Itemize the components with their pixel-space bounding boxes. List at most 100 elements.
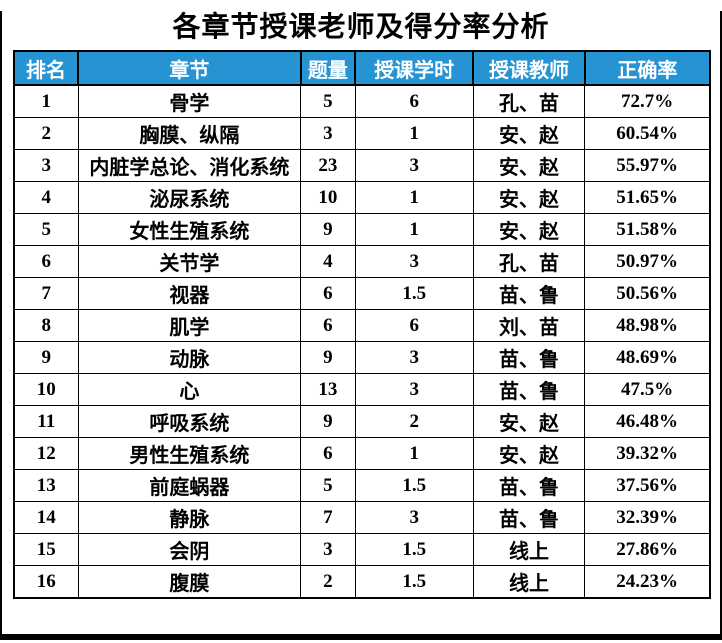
table-body: 1 骨学 5 6 孔、苗 72.7% 2 胸膜、纵隔 3 1 安、赵 60.54% 3 内脏学总论、消化系… — [13, 84, 711, 599]
cell-question-count: 3 — [300, 533, 356, 567]
cell-chapter: 泌尿系统 — [77, 181, 302, 215]
table-row: 8 肌学 6 6 刘、苗 48.98% — [13, 309, 711, 343]
cell-teacher: 安、赵 — [472, 437, 586, 471]
cell-chapter: 肌学 — [77, 309, 302, 343]
table-row: 9 动脉 9 3 苗、鲁 48.69% — [13, 341, 711, 375]
cell-chapter: 骨学 — [77, 84, 302, 119]
cell-teaching-hours: 3 — [354, 245, 474, 279]
cell-question-count: 6 — [300, 309, 356, 343]
cell-teacher: 安、赵 — [472, 405, 586, 439]
cell-teacher: 安、赵 — [472, 117, 586, 151]
cell-chapter: 关节学 — [77, 245, 302, 279]
cell-accuracy: 50.97% — [584, 245, 711, 279]
table-row: 7 视器 6 1.5 苗、鲁 50.56% — [13, 277, 711, 311]
cell-accuracy: 51.58% — [584, 213, 711, 247]
cell-rank: 10 — [13, 373, 79, 407]
cell-rank: 3 — [13, 149, 79, 183]
cell-chapter: 会阴 — [77, 533, 302, 567]
cell-question-count: 13 — [300, 373, 356, 407]
cell-rank: 2 — [13, 117, 79, 151]
cell-question-count: 9 — [300, 213, 356, 247]
cell-accuracy: 72.7% — [584, 84, 711, 119]
cell-accuracy: 27.86% — [584, 533, 711, 567]
cell-accuracy: 47.5% — [584, 373, 711, 407]
cell-teaching-hours: 2 — [354, 405, 474, 439]
cell-rank: 13 — [13, 469, 79, 503]
column-header-chapter: 章节 — [77, 50, 302, 87]
cell-accuracy: 37.56% — [584, 469, 711, 503]
table-row: 11 呼吸系统 9 2 安、赵 46.48% — [13, 405, 711, 439]
cell-chapter: 男性生殖系统 — [77, 437, 302, 471]
cell-teacher: 苗、鲁 — [472, 469, 586, 503]
column-header-teaching-hours: 授课学时 — [354, 50, 475, 87]
cell-teaching-hours: 6 — [354, 309, 474, 343]
cell-rank: 7 — [13, 277, 79, 311]
cell-rank: 5 — [13, 213, 79, 247]
cell-rank: 15 — [13, 533, 79, 567]
cell-chapter: 心 — [77, 373, 302, 407]
cell-teaching-hours: 3 — [354, 149, 474, 183]
cell-question-count: 2 — [300, 565, 356, 599]
cell-teaching-hours: 3 — [354, 501, 474, 535]
cell-teaching-hours: 1 — [354, 181, 474, 215]
cell-chapter: 动脉 — [77, 341, 302, 375]
cell-chapter: 前庭蜗器 — [77, 469, 302, 503]
cell-teacher: 线上 — [472, 565, 586, 599]
cell-accuracy: 32.39% — [584, 501, 711, 535]
cell-teaching-hours: 6 — [354, 84, 474, 119]
cell-chapter: 呼吸系统 — [77, 405, 302, 439]
cell-question-count: 5 — [300, 469, 356, 503]
cell-chapter: 女性生殖系统 — [77, 213, 302, 247]
chapter-score-table: 排名 章节 题量 授课学时 授课教师 正确率 1 骨学 5 6 孔、苗 72.7% 2 胸膜、… — [12, 50, 712, 600]
column-header-rank: 排名 — [12, 50, 80, 87]
cell-accuracy: 39.32% — [584, 437, 711, 471]
cell-teacher: 安、赵 — [472, 213, 586, 247]
cell-accuracy: 24.23% — [584, 565, 711, 599]
cell-rank: 16 — [13, 565, 79, 599]
cell-accuracy: 46.48% — [584, 405, 711, 439]
cell-chapter: 胸膜、纵隔 — [77, 117, 302, 151]
table-row: 15 会阴 3 1.5 线上 27.86% — [13, 533, 711, 567]
cell-teacher: 孔、苗 — [472, 245, 586, 279]
table-row: 2 胸膜、纵隔 3 1 安、赵 60.54% — [13, 117, 711, 151]
cell-teacher: 安、赵 — [472, 181, 586, 215]
cell-teaching-hours: 1.5 — [354, 533, 474, 567]
cell-question-count: 10 — [300, 181, 356, 215]
header-row: 排名 章节 题量 授课学时 授课教师 正确率 — [12, 50, 712, 87]
cell-question-count: 3 — [300, 117, 356, 151]
cell-question-count: 9 — [300, 405, 356, 439]
cell-question-count: 6 — [300, 277, 356, 311]
table-row: 14 静脉 7 3 苗、鲁 32.39% — [13, 501, 711, 535]
cell-question-count: 6 — [300, 437, 356, 471]
table-row: 6 关节学 4 3 孔、苗 50.97% — [13, 245, 711, 279]
cell-rank: 12 — [13, 437, 79, 471]
table-row: 16 腹膜 2 1.5 线上 24.23% — [13, 565, 711, 599]
cell-accuracy: 60.54% — [584, 117, 711, 151]
table-row: 13 前庭蜗器 5 1.5 苗、鲁 37.56% — [13, 469, 711, 503]
column-header-accuracy: 正确率 — [583, 50, 712, 87]
cell-teacher: 苗、鲁 — [472, 501, 586, 535]
cell-teaching-hours: 3 — [354, 373, 474, 407]
cell-teacher: 线上 — [472, 533, 586, 567]
cell-accuracy: 55.97% — [584, 149, 711, 183]
cell-accuracy: 51.65% — [584, 181, 711, 215]
cell-question-count: 4 — [300, 245, 356, 279]
cell-teaching-hours: 1 — [354, 213, 474, 247]
table-row: 4 泌尿系统 10 1 安、赵 51.65% — [13, 181, 711, 215]
cell-rank: 11 — [13, 405, 79, 439]
cell-accuracy: 48.98% — [584, 309, 711, 343]
table-row: 1 骨学 5 6 孔、苗 72.7% — [13, 84, 711, 119]
cell-chapter: 腹膜 — [77, 565, 302, 599]
cell-teaching-hours: 1 — [354, 117, 474, 151]
cell-teacher: 苗、鲁 — [472, 277, 586, 311]
cell-rank: 8 — [13, 309, 79, 343]
cell-chapter: 内脏学总论、消化系统 — [77, 149, 302, 183]
cell-question-count: 5 — [300, 84, 356, 119]
cell-rank: 9 — [13, 341, 79, 375]
column-header-teacher: 授课教师 — [472, 50, 586, 87]
cell-rank: 1 — [13, 84, 79, 119]
cell-teaching-hours: 1.5 — [354, 565, 474, 599]
cell-teacher: 苗、鲁 — [472, 373, 586, 407]
cell-chapter: 视器 — [77, 277, 302, 311]
cell-teacher: 苗、鲁 — [472, 341, 586, 375]
